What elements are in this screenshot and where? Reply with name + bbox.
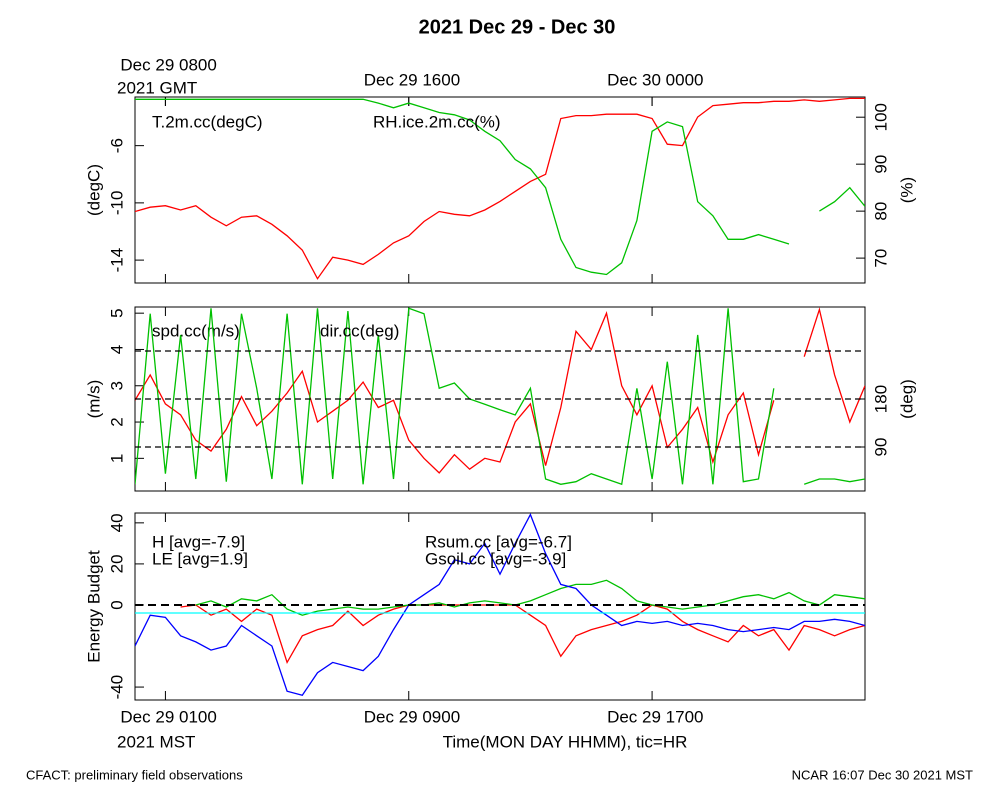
y-tick-label: 20: [107, 554, 126, 573]
y2-axis-label: (deg): [897, 379, 916, 419]
legend-entry: T.2m.cc(degC): [152, 112, 263, 131]
legend-entry: RH.ice.2m.cc(%): [373, 112, 501, 131]
y-axis-label: (m/s): [84, 380, 103, 419]
legend-entry: H [avg=-7.9]: [152, 532, 245, 551]
y-tick-label: 1: [107, 454, 126, 463]
x-tick-label: Dec 29 0100: [120, 707, 216, 726]
series-line: [135, 307, 865, 474]
legend-entry: dir.cc(deg): [320, 321, 399, 340]
y2-tick-label: 100: [871, 103, 890, 131]
y2-tick-label: 90: [871, 438, 890, 457]
y-tick-label: 3: [107, 381, 126, 390]
plot-frame: [134, 512, 866, 701]
y2-axis-label: (%): [897, 177, 916, 203]
x-zone: 2021 MST: [117, 732, 195, 751]
y-tick-label: -40: [107, 675, 126, 700]
y-axis-label: Energy Budget: [84, 550, 103, 663]
x2-tick-label: Dec 29 0800: [120, 55, 216, 74]
footer-right: NCAR 16:07 Dec 30 2021 MST: [792, 767, 973, 782]
x-axis-label: Time(MON DAY HHMM), tic=HR: [443, 732, 688, 751]
series-line: [195, 579, 865, 616]
y2-tick-label: 180: [871, 385, 890, 413]
legend-entry: spd.cc(m/s): [152, 321, 240, 340]
y-tick-label: 4: [107, 345, 126, 354]
x-tick-label: Dec 29 0900: [364, 707, 460, 726]
y2-tick-label: 90: [871, 155, 890, 174]
footer-left: CFACT: preliminary field observations: [26, 767, 243, 782]
x-tick-label: Dec 29 1700: [607, 707, 703, 726]
x2-zone: 2021 GMT: [117, 78, 197, 97]
chart-title: 2021 Dec 29 - Dec 30: [419, 16, 616, 38]
y-tick-label: 40: [107, 513, 126, 532]
y-tick-label: -14: [107, 248, 126, 273]
series-line: [135, 307, 865, 486]
y-tick-label: 5: [107, 308, 126, 317]
series-line: [135, 97, 865, 280]
x2-tick-label: Dec 30 0000: [607, 70, 703, 89]
legend-entry: LE [avg=1.9]: [152, 549, 248, 568]
y-tick-label: -10: [107, 191, 126, 216]
legend-entry: Rsum.cc [avg=-6.7]: [425, 532, 572, 551]
y-axis-label: (degC): [84, 164, 103, 216]
y-tick-label: 0: [107, 600, 126, 609]
plot-frame: [134, 96, 866, 284]
y2-tick-label: 80: [871, 202, 890, 221]
legend-entry: Gsoil.cc [avg=-3.9]: [425, 549, 566, 568]
series-line: [135, 513, 865, 697]
y-tick-label: -6: [107, 138, 126, 153]
x2-tick-label: Dec 29 1600: [364, 70, 460, 89]
series-line: [135, 98, 865, 276]
y-tick-label: 2: [107, 417, 126, 426]
y2-tick-label: 70: [871, 249, 890, 268]
